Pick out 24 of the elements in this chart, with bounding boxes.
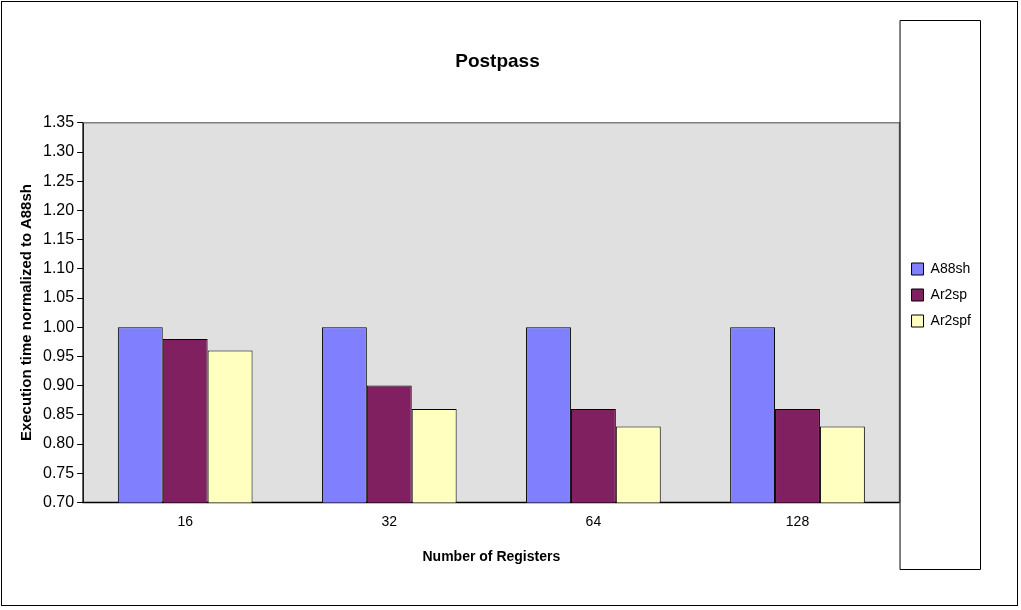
y-tick-label: 0.75 (43, 463, 75, 481)
y-axis-title: Execution time normalized to A88sh (17, 184, 35, 442)
y-tick-label: 1.00 (43, 317, 75, 335)
y-tick-label: 1.25 (43, 171, 75, 189)
legend-label: Ar2spf (930, 311, 972, 328)
legend-label: Ar2sp (930, 285, 968, 302)
y-tick-label: 1.30 (43, 142, 75, 160)
x-tick-label: 32 (381, 512, 398, 529)
y-tick-label: 1.35 (43, 113, 75, 131)
x-axis-title: Number of Registers (422, 548, 561, 565)
chart-title: Postpass (455, 49, 540, 71)
y-tick-label: 0.80 (43, 434, 75, 452)
y-tick-label: 0.70 (43, 492, 75, 510)
x-tick-label: 64 (585, 512, 602, 529)
x-tick-label: 16 (177, 512, 194, 529)
y-tick-label: 0.95 (43, 346, 75, 364)
legend-label: A88sh (930, 259, 971, 276)
y-tick-label: 0.90 (43, 376, 75, 394)
y-tick-label: 1.15 (43, 230, 75, 248)
y-tick-label: 1.10 (43, 259, 75, 277)
y-tick-label: 1.05 (43, 288, 75, 306)
x-tick-label: 128 (785, 512, 810, 529)
y-tick-label: 1.20 (43, 200, 75, 218)
y-tick-label: 0.85 (43, 405, 75, 423)
